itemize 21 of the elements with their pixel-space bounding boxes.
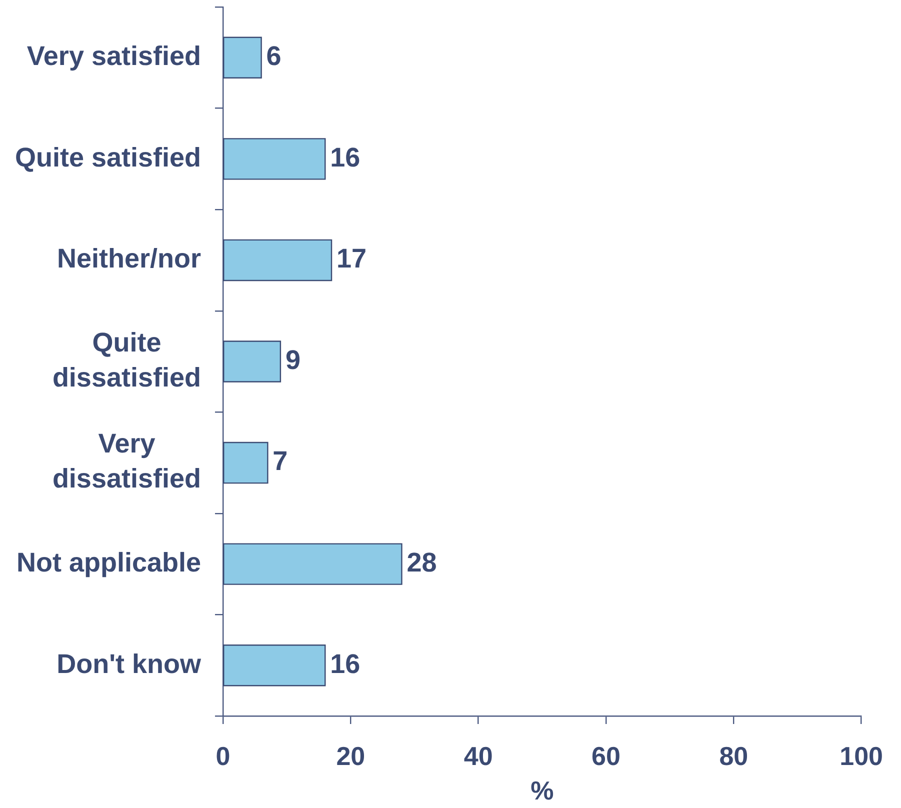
x-axis-title: %: [530, 776, 554, 806]
y-tick-label: Very dissatisfied: [52, 428, 202, 494]
x-tick-label: 20: [336, 740, 366, 771]
x-tick-label: 80: [719, 740, 748, 771]
data-label: 9: [285, 344, 300, 375]
data-label: 16: [330, 142, 360, 172]
y-tick-label: Not applicable: [16, 548, 201, 578]
y-tick-label: Neither/nor: [56, 244, 202, 274]
y-tick-label: Very satisfied: [26, 41, 202, 72]
y-tick-label: Don't know: [56, 648, 202, 679]
data-label: 7: [272, 446, 288, 476]
data-label: 28: [406, 548, 437, 578]
data-label: 17: [336, 244, 367, 274]
data-label: 16: [330, 648, 360, 679]
x-tick-label: 40: [464, 740, 493, 771]
y-tick-label: Quite satisfied: [14, 142, 201, 172]
x-tick-label: 0: [216, 740, 230, 771]
data-label: 6: [266, 41, 282, 72]
x-tick-label: 100: [840, 740, 884, 771]
x-tick-label: 60: [592, 740, 620, 771]
y-tick-label: Quite dissatisfied: [52, 327, 202, 392]
